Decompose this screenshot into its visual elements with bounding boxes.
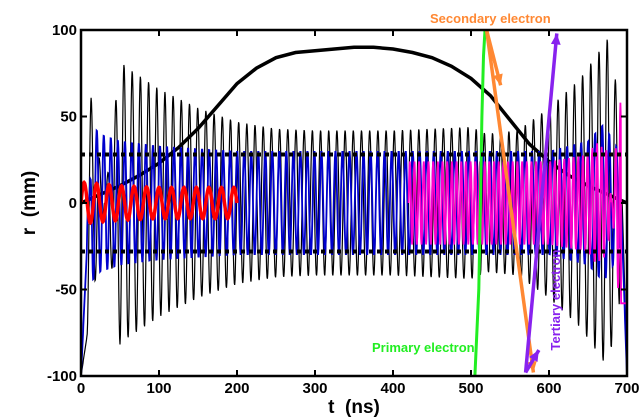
x-tick-label: 100 <box>146 380 171 397</box>
arrow-3-head <box>529 350 539 362</box>
arrow-2-head <box>550 33 561 45</box>
annotation-secondary-electron: Secondary electron <box>430 11 551 26</box>
reference-lines <box>81 152 627 254</box>
arrow-1-head <box>493 73 503 86</box>
y-tick-label: 0 <box>69 195 77 212</box>
x-tick-label: 300 <box>302 380 327 397</box>
arrows <box>484 29 561 374</box>
x-tick-label: 400 <box>380 380 405 397</box>
x-tick-label: 700 <box>614 380 639 397</box>
y-tick-label: 100 <box>52 22 77 39</box>
y-axis-title: r (mm) <box>19 171 40 235</box>
series-3-line <box>407 102 627 305</box>
series-5-line <box>473 30 487 376</box>
x-tick-label: 0 <box>77 380 85 397</box>
y-tick-label: -100 <box>47 368 77 385</box>
arrow-2-shaft <box>523 33 559 373</box>
x-tick-label: 600 <box>536 380 561 397</box>
x-tick-label: 500 <box>458 380 483 397</box>
axis-ticks <box>80 29 628 377</box>
y-tick-label: 50 <box>60 109 77 126</box>
annotation-tertiary-electron: Tertiary electron <box>548 249 563 350</box>
arrow-0-shaft <box>484 29 536 373</box>
plot-series <box>81 30 627 376</box>
annotation-primary-electron: Primary electron <box>372 340 475 355</box>
series-4-line <box>81 180 239 226</box>
x-tick-label: 200 <box>224 380 249 397</box>
x-axis-title: t (ns) <box>328 397 380 418</box>
y-tick-label: -50 <box>55 282 77 299</box>
